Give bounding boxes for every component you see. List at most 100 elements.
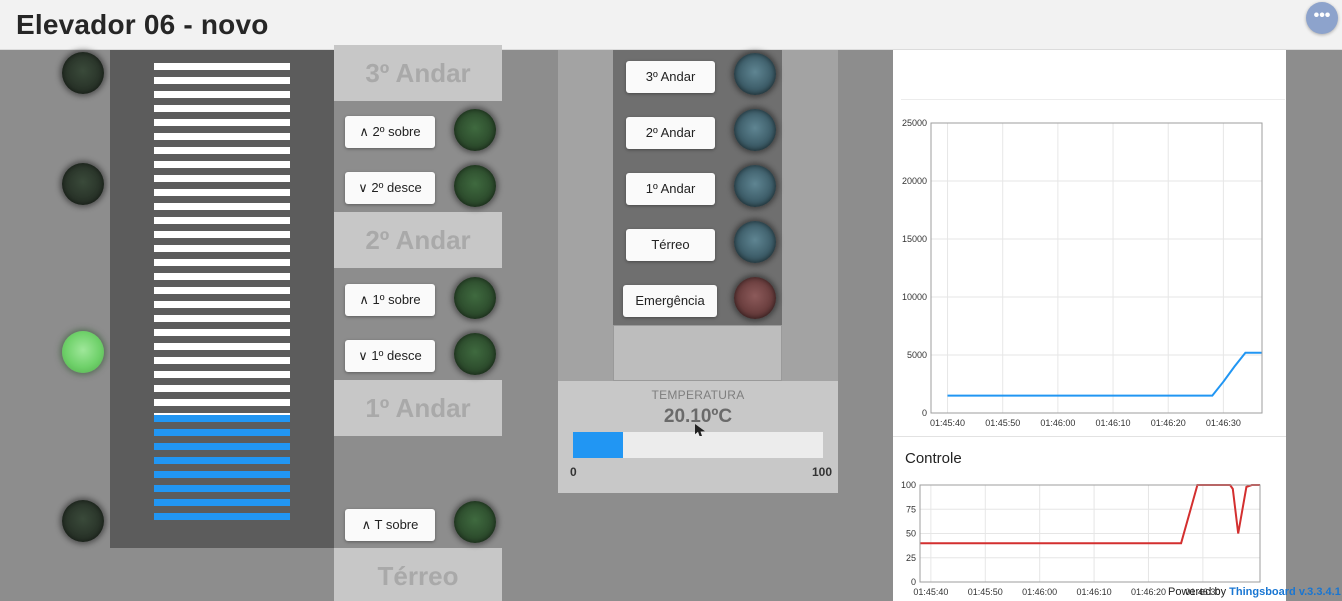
mouse-cursor-icon [695, 424, 705, 436]
temperature-label: TEMPERATURA [651, 388, 745, 402]
door-bar-white [154, 105, 290, 112]
x-tick-label: 01:46:30 [1206, 418, 1241, 428]
floor-2-down-lamp [454, 165, 496, 207]
line-chart-2: 0 25 50 75 100 01:45:40 01:45:50 01:46:00 01:46:… [901, 480, 1261, 597]
elevator-car-bar [154, 499, 290, 506]
x-tick-label: 01:45:50 [968, 587, 1003, 597]
chart-2-title: Controle [905, 450, 962, 467]
door-bar-white [154, 231, 290, 238]
y-tick-label: 0 [911, 577, 916, 587]
door-bar-white [154, 329, 290, 336]
temperature-bar-fill [573, 432, 624, 458]
cabin-floor-1-lamp [734, 165, 776, 207]
door-bar-white [154, 371, 290, 378]
floor-2-up-button[interactable]: ∧ 2º sobre [345, 116, 435, 148]
x-tick-label: 01:46:10 [1077, 587, 1112, 597]
cabin-panel-footer [613, 325, 782, 381]
door-bar-white [154, 357, 290, 364]
cabin-floor-2-lamp [734, 109, 776, 151]
cabin-floor-1-button[interactable]: 1º Andar [626, 173, 715, 205]
plot-border [919, 484, 1261, 583]
x-tick-label: 01:45:40 [930, 418, 965, 428]
cabin-floor-2-button[interactable]: 2º Andar [626, 117, 715, 149]
door-bar-white [154, 259, 290, 266]
x-tick-label: 01:46:20 [1151, 418, 1186, 428]
footer-brand-link[interactable]: Thingsboard v.3.3.4.1 [1229, 586, 1341, 598]
footer-prefix: Powered by [1168, 586, 1230, 598]
temperature-min: 0 [570, 465, 577, 479]
floor-2-indicator-lamp [62, 163, 104, 205]
temperature-max: 100 [812, 465, 833, 479]
x-tick-label: 01:45:50 [985, 418, 1020, 428]
plot-border [930, 122, 1263, 414]
door-bar-white [154, 77, 290, 84]
temperature-bar [573, 432, 823, 458]
door-bar-white [154, 343, 290, 350]
line-chart-1: 0 5000 10000 15000 20000 25000 01:45:40 01:45:5… [902, 118, 1263, 428]
y-tick-label: 10000 [902, 292, 927, 302]
floor-label-3: 3º Andar [334, 45, 502, 101]
door-bar-white [154, 301, 290, 308]
door-bar-white [154, 161, 290, 168]
footer-powered-by: Powered by Thingsboard v.3.3.4.1 [1168, 586, 1341, 598]
door-bar-white [154, 147, 290, 154]
ground-up-button[interactable]: ∧ T sobre [345, 509, 435, 541]
cabin-emergency-lamp [734, 277, 776, 319]
y-tick-label: 75 [906, 504, 916, 514]
y-tick-label: 15000 [902, 234, 927, 244]
page-title: Elevador 06 - novo [16, 9, 269, 40]
ground-floor-indicator-lamp [62, 500, 104, 542]
dashboard-header: Elevador 06 - novo ••• [0, 0, 1342, 50]
y-tick-label: 25 [906, 553, 916, 563]
cabin-floor-3-button[interactable]: 3º Andar [626, 61, 715, 93]
y-tick-label: 0 [922, 408, 927, 418]
x-tick-label: 01:46:20 [1131, 587, 1166, 597]
cabin-emergency-button[interactable]: Emergência [623, 285, 717, 317]
floor-label-2: 2º Andar [334, 212, 502, 268]
chart-widget-1-header [901, 50, 1285, 100]
floor-label-1: 1º Andar [334, 380, 502, 436]
y-tick-label: 50 [906, 529, 916, 539]
door-bar-white [154, 203, 290, 210]
door-bar-white [154, 273, 290, 280]
cabin-floor-3-lamp [734, 53, 776, 95]
door-bar-white [154, 315, 290, 322]
cabin-ground-lamp [734, 221, 776, 263]
more-horizontal-icon[interactable]: ••• [1306, 2, 1338, 34]
x-tick-label: 01:46:30 [1185, 587, 1220, 597]
ground-up-lamp [454, 501, 496, 543]
floor-1-down-lamp [454, 333, 496, 375]
door-bar-white [154, 91, 290, 98]
elevator-car-bar [154, 457, 290, 464]
floor-1-down-button[interactable]: ∨ 1º desce [345, 340, 435, 372]
floor-1-up-lamp [454, 277, 496, 319]
door-bar-white [154, 245, 290, 252]
door-bar-white [154, 133, 290, 140]
elevator-car-bar [154, 513, 290, 520]
series-line-1 [947, 351, 1262, 397]
floor-label-ground: Térreo [334, 548, 502, 601]
cabin-ground-button[interactable]: Térreo [626, 229, 715, 261]
door-bar-white [154, 217, 290, 224]
floor-2-down-button[interactable]: ∨ 2º desce [345, 172, 435, 204]
plot-area [930, 122, 1263, 414]
door-bar-white [154, 175, 290, 182]
x-tick-label: 01:46:00 [1022, 587, 1057, 597]
door-bar-white [154, 385, 290, 392]
elevator-car-bar [154, 429, 290, 436]
y-tick-label: 100 [901, 480, 916, 490]
door-bar-white [154, 399, 290, 406]
floor-1-up-button[interactable]: ∧ 1º sobre [345, 284, 435, 316]
x-tick-label: 01:46:10 [1096, 418, 1131, 428]
floor-3-indicator-lamp [62, 52, 104, 94]
floor-1-indicator-lamp [62, 331, 104, 373]
door-bar-white [154, 287, 290, 294]
x-tick-label: 01:45:40 [913, 587, 948, 597]
x-tick-label: 01:46:00 [1040, 418, 1075, 428]
elevator-car-bar [154, 415, 290, 422]
series-line-2 [920, 484, 1260, 545]
door-bar-white [154, 119, 290, 126]
elevator-car-bar [154, 471, 290, 478]
floor-2-up-lamp [454, 109, 496, 151]
y-tick-label: 20000 [902, 176, 927, 186]
